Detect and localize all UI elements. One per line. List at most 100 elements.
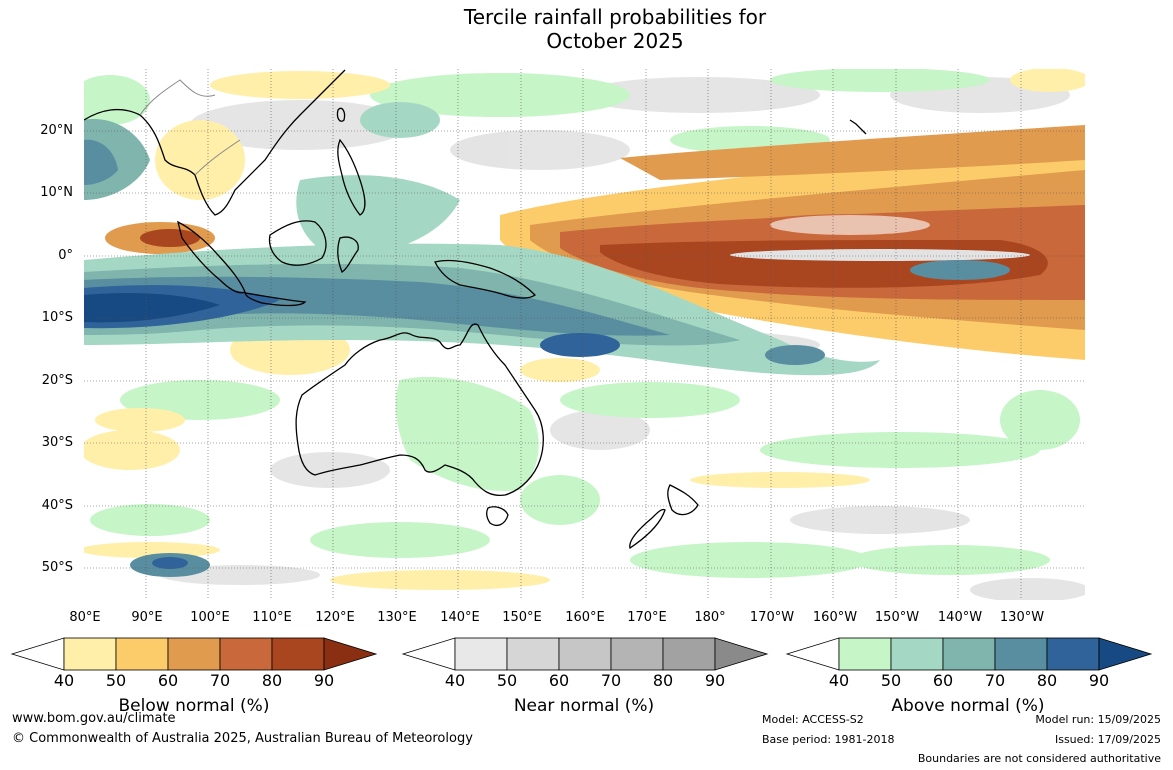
above-normal-north-patches (84, 102, 460, 577)
colorbar-swatch (115, 637, 169, 671)
cb-near-tick: 60 (548, 671, 570, 690)
colorbar-above-normal (785, 637, 1153, 671)
cb-below-tick: 40 (53, 671, 75, 690)
colorbar-swatch (506, 637, 560, 671)
lat-label-20s: 20°S (41, 373, 73, 388)
colorbar-near-title: Near normal (%) (513, 696, 655, 716)
lat-label-0: 0° (58, 248, 73, 263)
cb-near-tick: 70 (600, 671, 622, 690)
title-line-2: October 2025 (546, 29, 684, 53)
above-normal-indian-band (84, 243, 1010, 376)
lon-label-170w: 170°W (749, 610, 795, 625)
lon-label-130e: 130°E (377, 610, 417, 625)
colorbar-swatch (219, 637, 273, 671)
java-coast (244, 292, 307, 307)
lon-label-90e: 90°E (131, 610, 163, 625)
taiwan-coast (336, 107, 346, 122)
below-normal-light-patches (84, 69, 1085, 590)
new-zealand-north (667, 484, 699, 516)
lon-label-150w: 150°W (874, 610, 920, 625)
colorbar-swatch (610, 637, 664, 671)
footer-copyright: © Commonwealth of Australia 2025, Austra… (12, 731, 473, 746)
new-guinea-coast (434, 259, 537, 299)
sulawesi-coast (337, 236, 359, 273)
new-zealand-south (629, 508, 666, 550)
australia-interior (395, 376, 539, 491)
coastlines (84, 69, 867, 550)
colorbar-near-normal (401, 637, 769, 671)
lon-label-140w: 140°W (937, 610, 983, 625)
cb-near-tick: 80 (652, 671, 674, 690)
lon-label-160e: 160°E (565, 610, 605, 625)
cb-near-tick: 50 (496, 671, 518, 690)
cb-above-tick: 50 (880, 671, 902, 690)
cb-above-tick: 80 (1036, 671, 1058, 690)
colorbar-swatch (558, 637, 612, 671)
map-canvas (84, 69, 1085, 600)
lon-label-150e: 150°E (502, 610, 542, 625)
philippines-coast (337, 138, 366, 216)
colorbar-below-low-arrow (10, 637, 65, 671)
footer-model-run: Model run: 15/09/2025 (1035, 713, 1161, 726)
colorbar-below-title: Below normal (%) (118, 696, 270, 716)
footer-website: www.bom.gov.au/climate (12, 711, 176, 726)
lon-label-130w: 130°W (999, 610, 1045, 625)
lon-label-160w: 160°W (812, 610, 858, 625)
cb-below-tick: 90 (313, 671, 335, 690)
colorbar-near-swatches (454, 637, 716, 671)
below-normal-pacific-band (500, 125, 1085, 360)
cb-near-tick: 90 (704, 671, 726, 690)
colorbar-swatch (454, 637, 508, 671)
lon-label-170e: 170°E (627, 610, 667, 625)
cb-near-tick: 40 (444, 671, 466, 690)
australia-coast (295, 323, 544, 496)
lon-label-120e: 120°E (315, 610, 355, 625)
lon-label-80e: 80°E (69, 610, 101, 625)
cb-below-tick: 60 (157, 671, 179, 690)
title-line-1: Tercile rainfall probabilities for (463, 5, 767, 29)
lat-label-30s: 30°S (41, 435, 73, 450)
tasmania-coast (486, 506, 509, 526)
country-borders (139, 79, 241, 176)
asia-coast (84, 69, 346, 216)
borneo-coast (268, 220, 327, 266)
lon-label-100e: 100°E (190, 610, 230, 625)
cb-above-tick: 40 (828, 671, 850, 690)
footer-issued: Issued: 17/09/2025 (1054, 733, 1161, 746)
colorbar-below-swatches (63, 637, 325, 671)
colorbar-below-normal (10, 637, 378, 671)
lon-label-110e: 110°E (252, 610, 292, 625)
colorbar-swatch (890, 637, 944, 671)
colorbar-above-title: Above normal (%) (891, 696, 1045, 716)
lat-label-20n: 20°N (40, 123, 73, 138)
footer-boundaries: Boundaries are not considered authoritat… (917, 752, 1161, 765)
colorbar-swatch (1046, 637, 1100, 671)
colorbar-swatch (271, 637, 325, 671)
colorbar-swatch (167, 637, 221, 671)
colorbar-swatch (63, 637, 117, 671)
colorbar-swatch (942, 637, 996, 671)
lon-label-140e: 140°E (440, 610, 480, 625)
map-title: Tercile rainfall probabilities for Octob… (0, 5, 1173, 53)
colorbar-near-high-arrow (714, 637, 769, 671)
lat-label-10s: 10°S (41, 310, 73, 325)
cb-below-tick: 80 (261, 671, 283, 690)
cb-above-tick: 90 (1088, 671, 1110, 690)
below-normal-sumatra-patch (105, 222, 215, 254)
probability-fields (84, 69, 1085, 600)
footer-model: Model: ACCESS-S2 (762, 713, 864, 726)
cb-below-tick: 70 (209, 671, 231, 690)
colorbar-above-low-arrow (785, 637, 840, 671)
gridlines (84, 69, 1085, 600)
sumatra-coast (177, 220, 246, 294)
lat-label-40s: 40°S (41, 498, 73, 513)
cb-above-tick: 70 (984, 671, 1006, 690)
hawaii (849, 119, 867, 135)
colorbar-below-high-arrow (323, 637, 378, 671)
lon-label-180: 180° (694, 610, 726, 625)
rainfall-map: 20°N 10°N 0° 10°S 20°S 30°S 40°S 50°S 80… (40, 69, 1085, 625)
cb-above-tick: 60 (932, 671, 954, 690)
cb-below-tick: 50 (105, 671, 127, 690)
colorbar-swatch (662, 637, 716, 671)
colorbar-near-low-arrow (401, 637, 456, 671)
